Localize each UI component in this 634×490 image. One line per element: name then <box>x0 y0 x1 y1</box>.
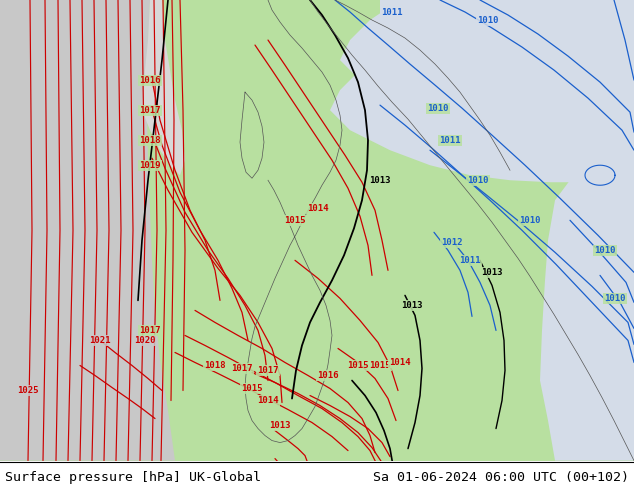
Text: 1014: 1014 <box>307 204 329 213</box>
Text: 1011: 1011 <box>439 136 461 145</box>
Text: 1013: 1013 <box>269 421 291 430</box>
Text: 1017: 1017 <box>257 366 279 375</box>
Text: 1010: 1010 <box>467 176 489 185</box>
Text: 1025: 1025 <box>17 386 39 395</box>
Text: 1014: 1014 <box>257 396 279 405</box>
Text: 1015: 1015 <box>284 216 306 225</box>
Text: 1018: 1018 <box>204 361 226 370</box>
Text: 1021: 1021 <box>89 336 111 345</box>
Polygon shape <box>142 0 185 175</box>
Text: 1016: 1016 <box>317 371 339 380</box>
Polygon shape <box>340 0 634 110</box>
Text: 1010: 1010 <box>604 294 626 303</box>
Text: 1012: 1012 <box>441 238 463 247</box>
Text: 1013: 1013 <box>481 268 503 277</box>
Text: 1010: 1010 <box>594 246 616 255</box>
Text: 1017: 1017 <box>139 326 161 335</box>
Text: 1017: 1017 <box>139 106 161 115</box>
Text: 1010: 1010 <box>519 216 541 225</box>
Text: 1016: 1016 <box>139 75 161 85</box>
Text: Sa 01-06-2024 06:00 UTC (00+102): Sa 01-06-2024 06:00 UTC (00+102) <box>373 471 629 484</box>
Polygon shape <box>330 0 634 182</box>
Text: 1010: 1010 <box>477 16 499 24</box>
Text: 1014: 1014 <box>389 358 411 367</box>
Text: 1018: 1018 <box>139 136 161 145</box>
Polygon shape <box>0 0 175 461</box>
Text: 1020: 1020 <box>134 336 156 345</box>
Text: 1017: 1017 <box>231 364 253 373</box>
Text: 1019: 1019 <box>139 161 161 170</box>
Text: 1010: 1010 <box>427 104 449 113</box>
Polygon shape <box>540 160 634 461</box>
Text: 1013: 1013 <box>401 301 423 310</box>
Text: 1011: 1011 <box>459 256 481 265</box>
Text: 1013: 1013 <box>369 176 391 185</box>
Text: 1015: 1015 <box>242 384 262 393</box>
Text: Surface pressure [hPa] UK-Global: Surface pressure [hPa] UK-Global <box>5 471 261 484</box>
Polygon shape <box>240 92 264 178</box>
Text: 1015: 1015 <box>369 361 391 370</box>
Text: 1011: 1011 <box>381 7 403 17</box>
Text: 1015: 1015 <box>347 361 369 370</box>
